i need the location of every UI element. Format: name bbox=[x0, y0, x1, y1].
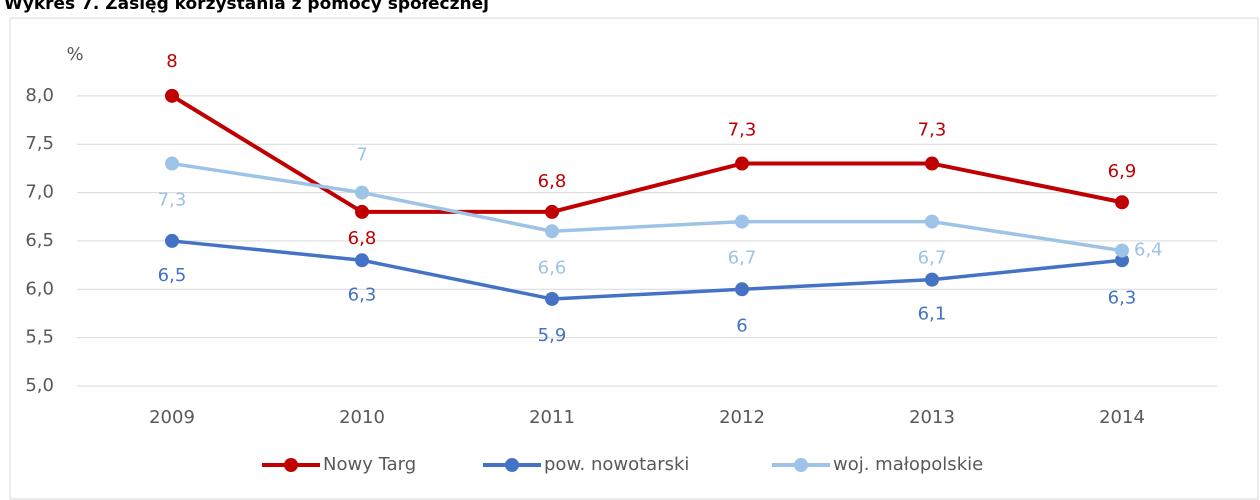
x-tick-label: 2011 bbox=[529, 407, 575, 428]
legend-label: pow. nowotarski bbox=[544, 454, 689, 475]
legend-label: Nowy Targ bbox=[323, 454, 416, 475]
y-tick-label: 6,5 bbox=[25, 230, 54, 251]
data-point bbox=[545, 224, 559, 239]
data-label: 5,9 bbox=[538, 325, 567, 346]
data-point bbox=[545, 291, 559, 306]
x-tick-label: 2013 bbox=[909, 407, 955, 428]
data-point bbox=[165, 88, 179, 103]
x-tick-label: 2014 bbox=[1099, 407, 1145, 428]
data-label: 6,4 bbox=[1134, 240, 1163, 261]
data-label: 6,5 bbox=[158, 265, 187, 286]
y-tick-label: 5,5 bbox=[25, 327, 54, 348]
data-point bbox=[735, 214, 749, 229]
chart-border bbox=[9, 17, 1259, 500]
data-label: 8 bbox=[166, 51, 177, 72]
chart-title: Wykres 7. Zasięg korzystania z pomocy sp… bbox=[4, 0, 489, 14]
data-label: 6,8 bbox=[348, 228, 377, 249]
y-tick-label: 5,0 bbox=[25, 375, 54, 396]
data-label: 6,3 bbox=[348, 284, 377, 305]
series-line bbox=[170, 94, 1123, 214]
legend-marker bbox=[284, 458, 298, 472]
data-label: 7,3 bbox=[158, 190, 187, 211]
data-label: 6,6 bbox=[538, 257, 567, 278]
data-label: 6,9 bbox=[1108, 161, 1137, 182]
data-label: 7 bbox=[356, 145, 367, 166]
data-point bbox=[355, 185, 369, 200]
data-point bbox=[1115, 243, 1129, 258]
data-label: 6 bbox=[736, 315, 747, 336]
y-axis-label: % bbox=[66, 44, 83, 65]
legend-marker bbox=[505, 458, 519, 472]
data-point bbox=[165, 156, 179, 171]
data-label: 7,3 bbox=[918, 120, 947, 141]
y-tick-label: 7,5 bbox=[25, 133, 54, 154]
x-tick-label: 2009 bbox=[149, 407, 195, 428]
data-point bbox=[355, 204, 369, 219]
data-point bbox=[735, 156, 749, 171]
legend-label: woj. małopolskie bbox=[833, 454, 983, 475]
y-tick-label: 6,0 bbox=[25, 278, 54, 299]
data-point bbox=[165, 233, 179, 248]
legend-marker bbox=[794, 458, 808, 472]
data-point bbox=[1115, 253, 1129, 268]
y-tick-label: 7,0 bbox=[25, 182, 54, 203]
x-tick-label: 2012 bbox=[719, 407, 765, 428]
data-point bbox=[925, 272, 939, 287]
x-tick-label: 2010 bbox=[339, 407, 385, 428]
series-line bbox=[171, 161, 1123, 253]
data-point bbox=[925, 214, 939, 229]
data-point bbox=[735, 282, 749, 297]
data-point bbox=[545, 204, 559, 219]
data-label: 6,1 bbox=[918, 304, 947, 325]
data-label: 6,7 bbox=[918, 248, 947, 269]
data-label: 7,3 bbox=[728, 120, 757, 141]
data-point bbox=[355, 253, 369, 268]
data-point bbox=[925, 156, 939, 171]
y-tick-label: 8,0 bbox=[25, 85, 54, 106]
data-point bbox=[1115, 195, 1129, 210]
data-label: 6,7 bbox=[728, 248, 757, 269]
series-line bbox=[171, 239, 1123, 301]
data-label: 6,3 bbox=[1108, 287, 1137, 308]
data-label: 6,8 bbox=[538, 171, 567, 192]
